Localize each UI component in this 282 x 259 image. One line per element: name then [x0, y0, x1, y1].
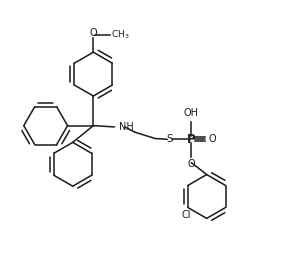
- Text: Cl: Cl: [182, 210, 191, 220]
- Text: OH: OH: [184, 109, 199, 118]
- Text: O: O: [89, 27, 97, 38]
- Text: S: S: [167, 134, 173, 144]
- Text: O: O: [209, 134, 216, 144]
- Text: O: O: [188, 159, 195, 169]
- Text: CH$_3$: CH$_3$: [111, 29, 129, 41]
- Text: P: P: [187, 133, 195, 146]
- Text: NH: NH: [119, 122, 134, 132]
